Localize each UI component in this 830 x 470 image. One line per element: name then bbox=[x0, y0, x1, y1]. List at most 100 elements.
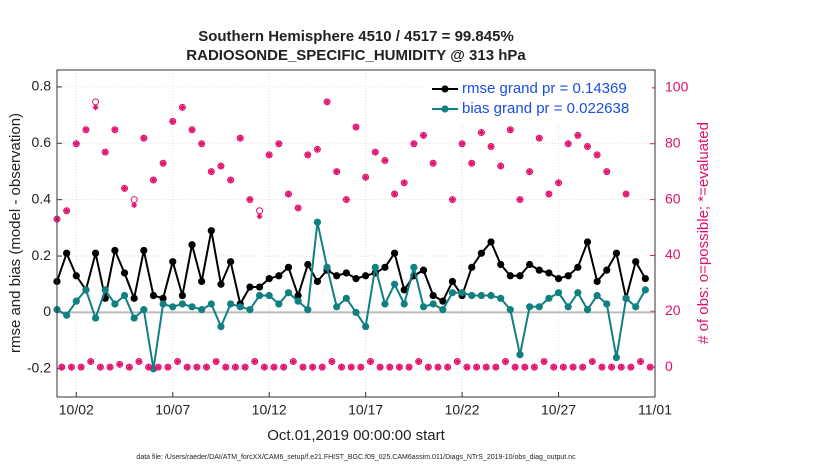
possible-point bbox=[502, 358, 509, 366]
point bbox=[583, 306, 592, 314]
evaluated-point bbox=[420, 132, 427, 139]
point bbox=[487, 238, 495, 246]
point bbox=[304, 306, 312, 314]
point bbox=[178, 291, 186, 300]
evaluated-point bbox=[526, 168, 533, 175]
point bbox=[159, 300, 167, 308]
point bbox=[400, 300, 408, 308]
y2-tick-label: 20 bbox=[665, 302, 681, 318]
point bbox=[526, 303, 534, 311]
possible-point bbox=[169, 117, 177, 125]
evaluated-point bbox=[232, 364, 239, 370]
evaluated-point bbox=[358, 364, 364, 370]
possible-point bbox=[159, 159, 167, 167]
possible-point bbox=[371, 148, 379, 156]
point bbox=[390, 280, 399, 288]
point bbox=[130, 314, 138, 322]
possible-point bbox=[217, 162, 225, 170]
possible-point bbox=[434, 363, 442, 371]
evaluated-point bbox=[348, 364, 354, 370]
evaluated-point bbox=[425, 364, 432, 370]
point bbox=[333, 272, 341, 280]
possible-point bbox=[526, 168, 534, 176]
evaluated-point bbox=[584, 143, 591, 150]
possible-point bbox=[627, 363, 635, 371]
possible-point bbox=[121, 184, 129, 192]
possible-point bbox=[424, 363, 432, 371]
point bbox=[439, 297, 447, 305]
evaluated-point bbox=[362, 174, 369, 181]
possible-point bbox=[106, 363, 114, 371]
possible-point bbox=[506, 126, 514, 134]
possible-point bbox=[178, 103, 186, 111]
possible-point bbox=[511, 363, 519, 371]
evaluated-point bbox=[227, 177, 234, 183]
evaluated-point bbox=[116, 361, 123, 368]
possible-point bbox=[550, 363, 558, 371]
evaluated-point bbox=[329, 358, 335, 365]
possible-point bbox=[270, 363, 278, 371]
point bbox=[255, 291, 264, 300]
plot-frame bbox=[56, 69, 656, 398]
point bbox=[120, 269, 129, 277]
point bbox=[265, 291, 273, 300]
evaluated-point bbox=[608, 364, 615, 370]
possible-point bbox=[145, 363, 153, 371]
evaluated-point bbox=[493, 364, 499, 370]
point bbox=[545, 269, 553, 277]
evaluated-point bbox=[112, 126, 118, 133]
possible-point bbox=[318, 363, 326, 371]
point bbox=[439, 306, 447, 314]
possible-point bbox=[174, 358, 182, 366]
evaluated-point bbox=[618, 364, 625, 370]
possible-point bbox=[231, 363, 239, 371]
evaluated-point bbox=[126, 364, 133, 370]
possible-point bbox=[545, 190, 553, 198]
x-tick-label: 11/01 bbox=[638, 402, 672, 418]
evaluated-point bbox=[261, 364, 268, 370]
point bbox=[236, 303, 244, 311]
y-tick-label: 0.2 bbox=[32, 247, 52, 263]
chart-title: Southern Hemisphere 4510 / 4517 = 99.845… bbox=[198, 28, 514, 45]
evaluated-point bbox=[256, 213, 263, 220]
point bbox=[284, 289, 293, 297]
possible-point bbox=[275, 140, 283, 148]
evaluated-point bbox=[83, 126, 89, 133]
y-tick-label: 0 bbox=[43, 303, 51, 319]
point bbox=[217, 322, 225, 331]
legend-marker bbox=[441, 85, 449, 93]
evaluated-point bbox=[222, 364, 229, 370]
point bbox=[535, 266, 543, 274]
y-tick-label: 0.8 bbox=[32, 78, 52, 94]
point bbox=[275, 300, 283, 308]
possible-point bbox=[347, 363, 355, 371]
point bbox=[564, 303, 572, 311]
evaluated-point bbox=[560, 364, 567, 370]
possible-point bbox=[63, 207, 71, 215]
point bbox=[227, 300, 235, 308]
evaluated-point bbox=[565, 140, 571, 147]
evaluated-point bbox=[411, 140, 417, 147]
evaluated-point bbox=[184, 364, 191, 370]
point bbox=[429, 300, 437, 308]
possible-point bbox=[366, 358, 374, 366]
evaluated-point bbox=[647, 364, 653, 370]
x-tick-label: 10/22 bbox=[445, 402, 480, 418]
point bbox=[227, 258, 235, 266]
evaluated-point bbox=[314, 146, 321, 153]
point bbox=[477, 249, 485, 257]
point bbox=[554, 289, 563, 297]
point bbox=[246, 306, 254, 314]
evaluated-point bbox=[589, 358, 596, 365]
evaluated-point bbox=[68, 364, 75, 370]
evaluated-point bbox=[603, 168, 610, 175]
x-tick-label: 10/27 bbox=[541, 402, 576, 418]
possible-point bbox=[497, 162, 505, 170]
point bbox=[410, 263, 418, 271]
possible-point bbox=[222, 363, 230, 371]
possible-point bbox=[164, 363, 172, 371]
possible-point bbox=[622, 190, 630, 198]
possible-point bbox=[313, 145, 321, 153]
footnote: data file: /Users/raeder/DAI/ATM_forcXX/… bbox=[136, 454, 576, 461]
evaluated-point bbox=[189, 126, 195, 133]
